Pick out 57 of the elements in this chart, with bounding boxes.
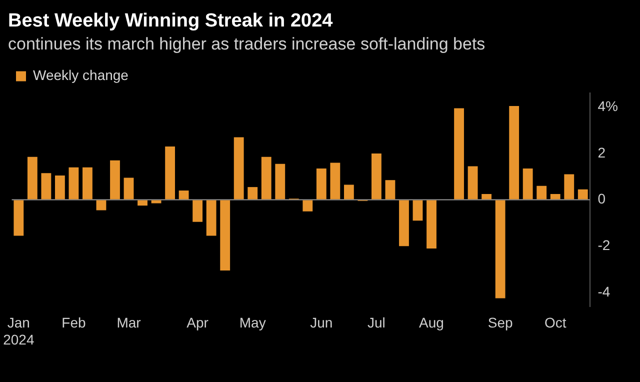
bar — [399, 200, 409, 246]
x-tick-label: Jul — [368, 314, 386, 331]
chart-title: Best Weekly Winning Streak in 2024 — [8, 10, 334, 32]
bar — [302, 200, 313, 212]
bar — [564, 174, 574, 200]
x-tick-label: Jan 2024 — [3, 314, 34, 348]
x-tick-label: Apr — [186, 314, 209, 331]
bar — [316, 168, 326, 200]
legend-label: Weekly change — [33, 67, 129, 84]
bar — [178, 190, 189, 200]
y-tick-label: 4% — [598, 98, 618, 114]
bar — [192, 200, 203, 222]
bar — [248, 187, 258, 200]
x-tick-label: Feb — [62, 314, 86, 331]
y-tick-label: 0 — [598, 190, 606, 207]
bar — [14, 200, 24, 236]
bar — [220, 200, 230, 270]
bar — [68, 167, 79, 200]
bar — [372, 153, 382, 200]
bar — [275, 164, 286, 200]
bar — [412, 200, 423, 221]
bar — [536, 186, 547, 200]
bar — [495, 200, 506, 298]
x-tick-label: Oct — [544, 314, 566, 331]
chart-subtitle: continues its march higher as traders increase soft-landing bets — [8, 34, 486, 54]
bar — [578, 189, 588, 200]
y-tick-label: -2 — [598, 237, 610, 254]
bar — [206, 200, 216, 236]
x-tick-label: Mar — [116, 314, 142, 331]
x-tick-label: Sep — [488, 314, 513, 331]
bar — [110, 160, 120, 200]
bar — [468, 166, 478, 200]
bar — [482, 194, 492, 200]
bar — [385, 180, 396, 200]
bar — [550, 194, 560, 200]
y-tick-label: 2 — [598, 144, 606, 160]
bar — [165, 146, 175, 200]
bar — [82, 167, 92, 200]
bar — [454, 108, 464, 200]
y-tick-label: -4 — [598, 283, 610, 300]
bar — [234, 137, 244, 200]
bar — [261, 156, 272, 200]
bar — [41, 173, 52, 200]
bar — [55, 175, 65, 200]
bar — [138, 200, 148, 206]
bar — [96, 200, 106, 210]
bar — [509, 106, 520, 200]
bar — [426, 200, 436, 248]
bar — [330, 162, 340, 200]
bar — [522, 168, 533, 200]
x-tick-label: May — [239, 314, 266, 331]
x-tick-label: Aug — [419, 314, 444, 331]
bar — [124, 178, 134, 200]
bar — [344, 184, 354, 200]
x-tick-label: Jun — [310, 314, 333, 331]
bar — [27, 156, 38, 200]
bar — [151, 200, 162, 204]
